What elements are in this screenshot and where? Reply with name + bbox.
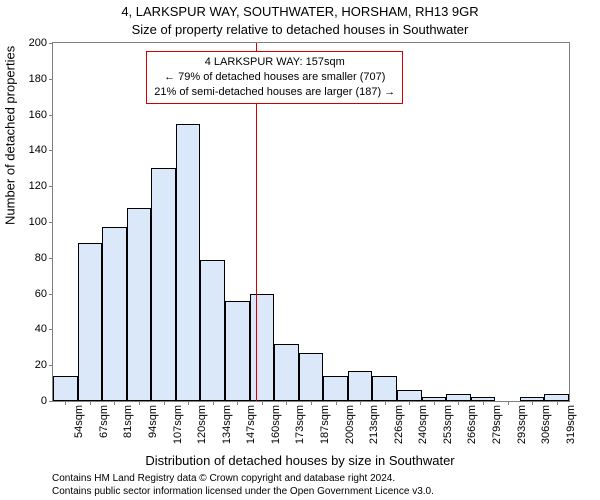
x-tick-label: 147sqm [242,401,257,444]
x-tick-mark [90,401,91,405]
x-tick-label: 279sqm [488,401,503,444]
annotation-box: 4 LARKSPUR WAY: 157sqm← 79% of detached … [146,51,403,104]
histogram-bar [348,371,373,401]
y-axis-label: Number of detached properties [3,46,18,225]
y-tick-label: 60 [17,288,53,300]
y-tick-mark [49,186,53,187]
x-tick-label: 67sqm [95,401,110,438]
histogram-bar [250,294,275,401]
x-tick-mark [65,401,66,405]
histogram-bar [225,301,250,401]
x-tick-label: 173sqm [291,401,306,444]
y-tick-label: 20 [17,359,53,371]
x-tick-label: 200sqm [341,401,356,444]
histogram-bar [446,394,471,401]
x-tick-label: 240sqm [414,401,429,444]
y-tick-mark [49,258,53,259]
x-tick-mark [237,401,238,405]
x-tick-label: 81sqm [119,401,134,438]
histogram-bar [323,376,348,401]
x-tick-mark [557,401,558,405]
footer-line-1: Contains HM Land Registry data © Crown c… [52,473,395,484]
y-tick-mark [49,115,53,116]
histogram-bar [544,394,569,401]
x-axis-label: Distribution of detached houses by size … [0,453,600,468]
footer-line-2: Contains public sector information licen… [52,486,434,497]
x-tick-mark [139,401,140,405]
y-tick-mark [49,329,53,330]
annotation-line: 21% of semi-detached houses are larger (… [154,85,395,100]
y-tick-mark [49,294,53,295]
x-tick-mark [262,401,263,405]
x-tick-mark [483,401,484,405]
histogram-bar [274,344,299,401]
y-tick-label: 120 [17,180,53,192]
x-tick-mark [508,401,509,405]
y-tick-mark [49,43,53,44]
footer-attribution: Contains HM Land Registry data © Crown c… [52,473,570,498]
x-tick-label: 107sqm [169,401,184,444]
x-tick-mark [286,401,287,405]
y-tick-mark [49,79,53,80]
y-tick-label: 40 [17,323,53,335]
x-tick-label: 253sqm [439,401,454,444]
y-tick-label: 0 [17,395,53,407]
x-tick-label: 319sqm [562,401,577,444]
x-tick-label: 160sqm [267,401,282,444]
x-tick-mark [360,401,361,405]
x-tick-mark [434,401,435,405]
x-tick-label: 134sqm [218,401,233,444]
histogram-bar [151,168,176,401]
y-tick-label: 180 [17,73,53,85]
x-tick-mark [311,401,312,405]
annotation-line: ← 79% of detached houses are smaller (70… [154,70,395,85]
chart-container: 4, LARKSPUR WAY, SOUTHWATER, HORSHAM, RH… [0,0,600,500]
chart-title-main: 4, LARKSPUR WAY, SOUTHWATER, HORSHAM, RH… [0,4,600,19]
y-tick-label: 100 [17,216,53,228]
x-tick-mark [114,401,115,405]
y-tick-mark [49,222,53,223]
x-tick-mark [213,401,214,405]
y-tick-mark [49,401,53,402]
histogram-bar [102,227,127,401]
histogram-bar [176,124,201,401]
x-tick-label: 293sqm [513,401,528,444]
x-tick-label: 226sqm [390,401,405,444]
y-tick-label: 140 [17,144,53,156]
x-tick-label: 94sqm [144,401,159,438]
y-tick-label: 200 [17,37,53,49]
y-tick-mark [49,150,53,151]
x-tick-mark [164,401,165,405]
x-tick-label: 266sqm [463,401,478,444]
x-tick-label: 187sqm [316,401,331,444]
x-tick-mark [385,401,386,405]
x-tick-label: 213sqm [365,401,380,444]
y-tick-label: 80 [17,252,53,264]
plot-area: 02040608010012014016018020054sqm67sqm81s… [52,42,570,402]
x-tick-mark [188,401,189,405]
x-tick-label: 306sqm [537,401,552,444]
x-tick-label: 54sqm [70,401,85,438]
histogram-bar [53,376,78,401]
x-tick-label: 120sqm [193,401,208,444]
y-tick-mark [49,365,53,366]
x-tick-mark [458,401,459,405]
x-tick-mark [532,401,533,405]
histogram-bar [299,353,324,401]
y-tick-label: 160 [17,109,53,121]
annotation-line: 4 LARKSPUR WAY: 157sqm [154,55,395,70]
chart-title-sub: Size of property relative to detached ho… [0,22,600,37]
x-tick-mark [409,401,410,405]
histogram-bar [78,243,103,401]
histogram-bar [397,390,422,401]
histogram-bar [200,260,225,401]
x-tick-mark [336,401,337,405]
histogram-bar [127,208,152,401]
histogram-bar [372,376,397,401]
